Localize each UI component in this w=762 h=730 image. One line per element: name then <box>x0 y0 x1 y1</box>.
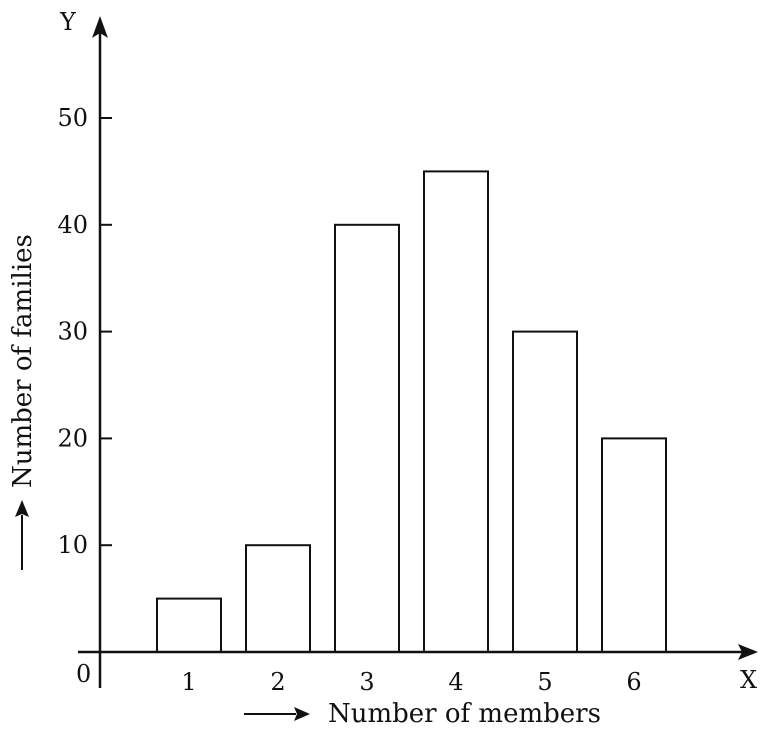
x-tick-label-3: 3 <box>359 668 374 696</box>
y-tick-label-50: 50 <box>57 104 88 132</box>
x-axis-title: Number of members <box>328 699 601 729</box>
origin-label: 0 <box>76 660 91 688</box>
y-tick-label-20: 20 <box>57 424 88 452</box>
x-tick-label-5: 5 <box>537 668 552 696</box>
x-tick-label-1: 1 <box>181 668 196 696</box>
y-tick-label-10: 10 <box>57 531 88 559</box>
bar-6 <box>601 437 667 653</box>
bar-2 <box>245 544 311 654</box>
y-tick-label-30: 30 <box>57 318 88 346</box>
bar-4 <box>423 170 489 653</box>
x-tick-label-2: 2 <box>270 668 285 696</box>
x-axis-letter: X <box>740 666 757 694</box>
bar-5 <box>512 330 578 653</box>
x-tick-label-6: 6 <box>626 668 641 696</box>
bars-group <box>156 170 667 654</box>
y-axis-arrow <box>92 16 108 38</box>
x-tick-label-4: 4 <box>448 668 463 696</box>
bar-1 <box>156 597 222 653</box>
x-axis-arrow <box>738 644 758 660</box>
y-axis-title: Number of families <box>8 234 38 488</box>
y-axis-title-group: Number of families <box>8 234 38 570</box>
bar-3 <box>334 223 400 654</box>
y-ticks-group: 10 20 30 40 50 <box>57 104 112 559</box>
y-title-arrow-head <box>15 500 29 517</box>
x-tick-labels-group: 1 2 3 4 5 6 <box>181 668 641 696</box>
x-axis-title-group: Number of members <box>244 699 601 729</box>
y-axis-letter: Y <box>59 8 77 36</box>
y-tick-label-40: 40 <box>57 211 88 239</box>
x-title-arrow-head <box>294 707 310 721</box>
